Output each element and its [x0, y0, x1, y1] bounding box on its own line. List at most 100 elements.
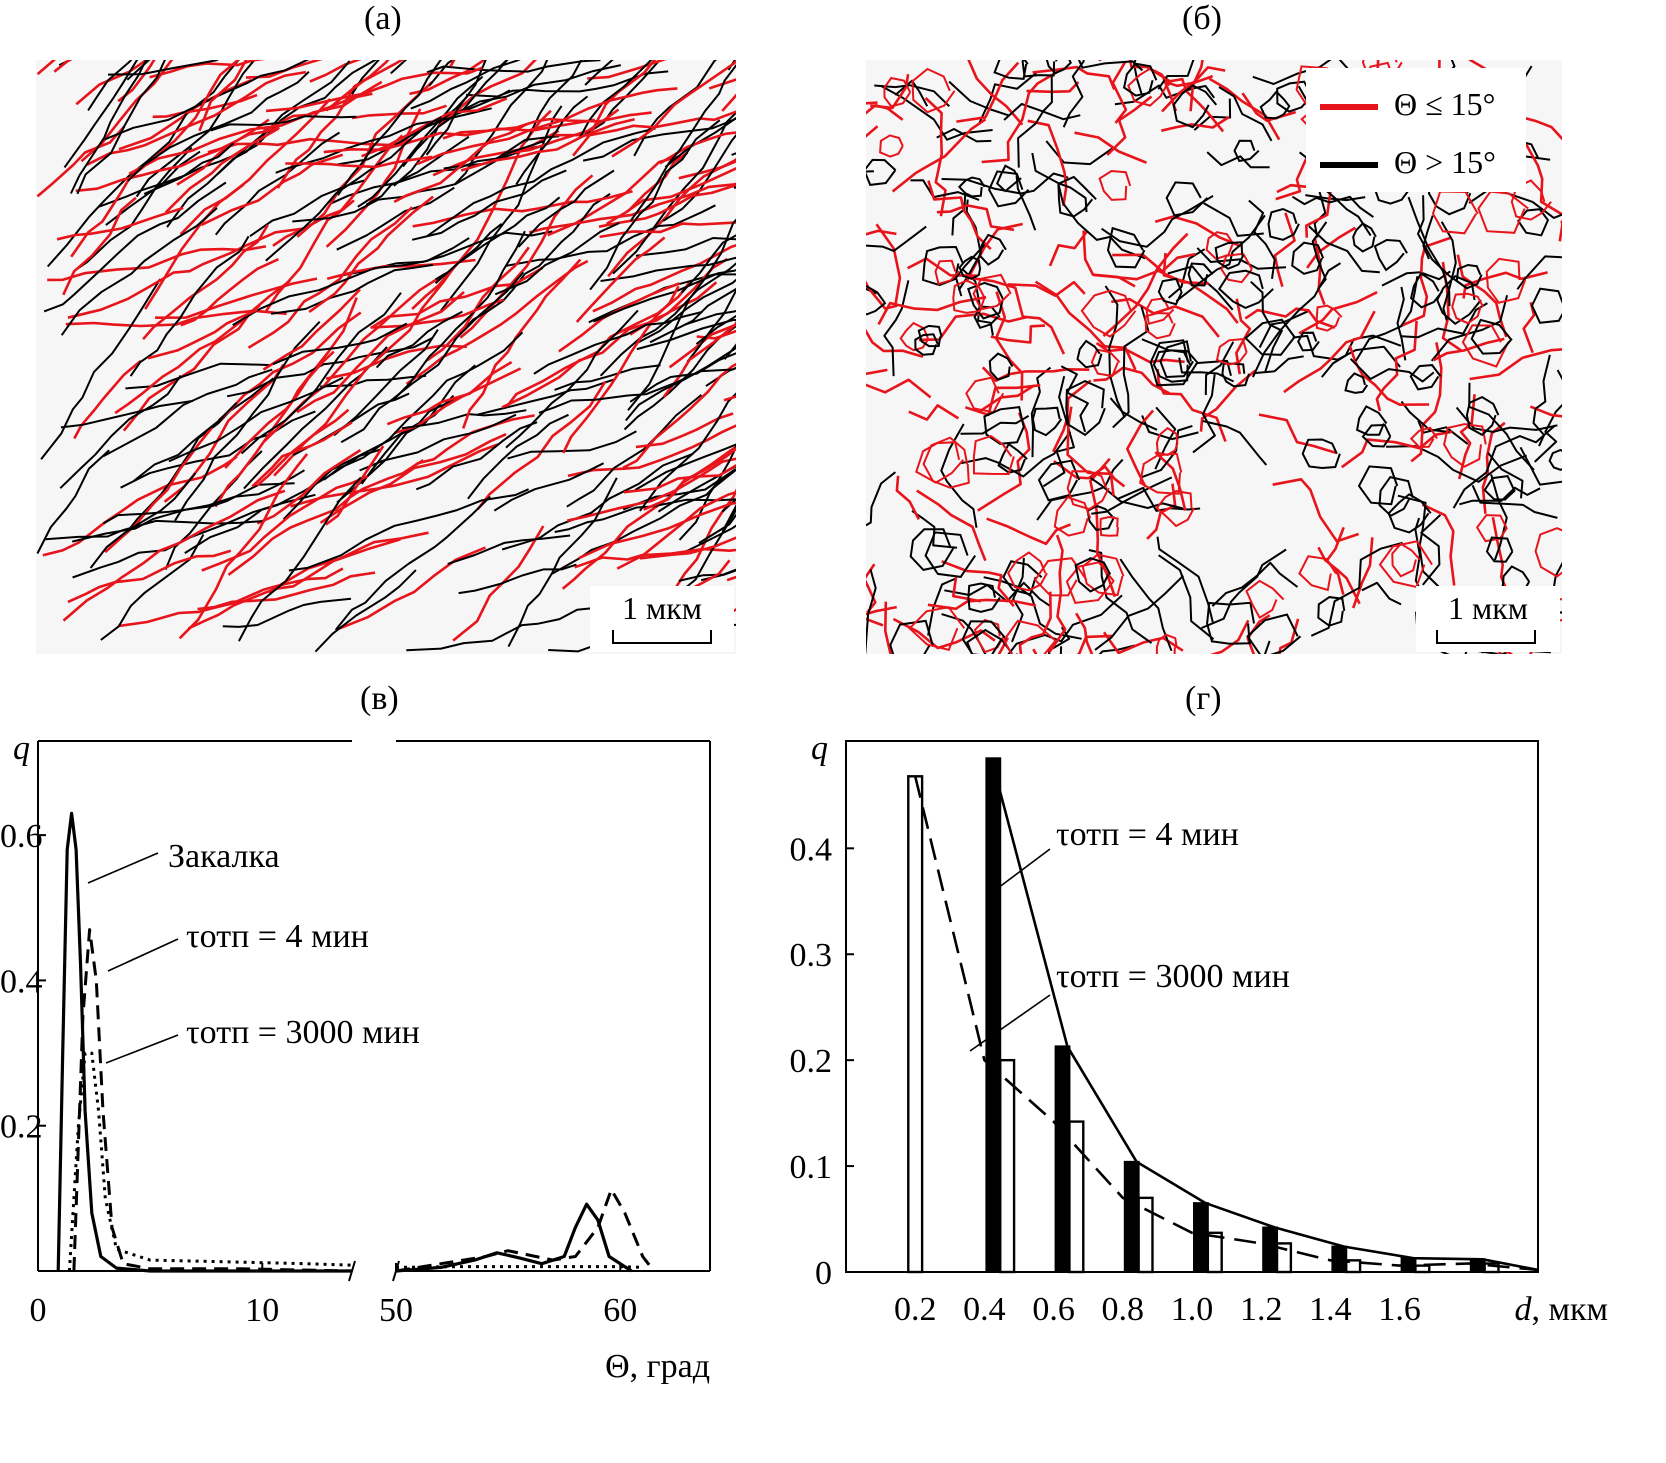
high-angle-boundary: [288, 488, 530, 572]
series-line: [67, 1051, 353, 1272]
high-angle-boundary: [1017, 74, 1053, 168]
x-axis-label: Θ, град: [605, 1348, 710, 1385]
low-angle-boundary: [438, 60, 538, 127]
low-angle-boundary: [977, 384, 1035, 414]
high-angle-boundary: [46, 60, 240, 268]
high-angle-boundary: [686, 288, 736, 363]
legend-swatch-low: [1320, 104, 1378, 110]
low-angle-boundary: [908, 404, 960, 421]
x-tick-label: 0: [30, 1292, 47, 1329]
low-angle-boundary: [643, 447, 736, 511]
low-angle-boundary: [924, 97, 947, 217]
low-angle-boundary: [227, 459, 425, 576]
high-angle-boundary: [1091, 476, 1173, 515]
low-angle-boundary: [452, 525, 545, 642]
scale-bar-b: 1 мкм: [1416, 586, 1560, 652]
high-angle-boundary: [866, 170, 874, 173]
low-angle-grain: [1220, 252, 1253, 284]
micrograph-a-boundaries: [36, 60, 736, 653]
low-angle-boundary: [1146, 483, 1177, 540]
high-angle-boundary: [1263, 640, 1271, 654]
low-angle-grain: [1090, 348, 1121, 378]
low-angle-boundary: [1093, 269, 1209, 285]
bar-3000min: [1137, 1196, 1154, 1274]
low-angle-boundary: [578, 501, 736, 560]
high-angle-boundary: [1440, 221, 1457, 321]
high-angle-boundary: [222, 597, 352, 628]
low-angle-boundary: [875, 223, 902, 304]
high-angle-boundary: [411, 169, 567, 241]
low-angle-grain: [915, 441, 965, 484]
legend-label-low: Θ ≤ 15°: [1394, 86, 1496, 122]
low-angle-boundary: [696, 329, 736, 340]
high-angle-boundary: [1196, 247, 1287, 270]
low-angle-grain: [1080, 289, 1137, 338]
x-tick-label: 0.4: [963, 1291, 1006, 1328]
low-angle-boundary: [1199, 369, 1257, 432]
low-angle-boundary: [178, 453, 309, 640]
high-angle-grain: [1301, 438, 1341, 470]
high-angle-grain: [1409, 271, 1444, 309]
panel-label-d: (г): [1185, 680, 1222, 717]
x-tick-label: 50: [379, 1292, 413, 1329]
low-angle-grain: [1443, 423, 1487, 468]
high-angle-boundary: [880, 84, 993, 141]
low-angle-boundary: [285, 155, 433, 169]
high-angle-boundary: [1396, 286, 1407, 361]
high-angle-boundary: [951, 194, 967, 236]
scale-bar-a-line: [612, 630, 712, 644]
low-angle-boundary: [65, 309, 287, 328]
low-angle-boundary: [149, 60, 265, 79]
high-angle-grain: [1074, 557, 1112, 593]
high-angle-boundary: [1401, 302, 1488, 339]
high-angle-boundary: [927, 577, 957, 636]
low-angle-grain: [1534, 527, 1562, 578]
high-angle-boundary: [584, 60, 614, 86]
high-angle-boundary: [426, 127, 656, 238]
x-tick-label: 0.8: [1102, 1291, 1145, 1328]
high-angle-boundary: [599, 262, 736, 377]
high-angle-boundary: [678, 568, 736, 582]
y-tick-label: 0.3: [790, 937, 833, 974]
high-angle-boundary: [1090, 477, 1183, 510]
low-angle-boundary: [426, 246, 530, 362]
low-angle-boundary: [623, 464, 736, 494]
high-angle-boundary: [365, 135, 470, 206]
high-angle-boundary: [579, 60, 653, 138]
x-tick-label: 1.6: [1378, 1291, 1421, 1328]
low-angle-boundary: [460, 117, 635, 172]
high-angle-boundary: [73, 146, 193, 272]
low-angle-grain: [972, 273, 1012, 311]
low-angle-boundary: [956, 61, 1020, 123]
high-angle-boundary: [1011, 557, 1025, 643]
bar-3000min: [999, 1058, 1016, 1274]
low-angle-boundary: [1154, 451, 1187, 511]
high-angle-boundary: [76, 60, 166, 195]
high-angle-boundary: [1420, 514, 1442, 586]
high-angle-boundary: [1490, 474, 1508, 561]
low-angle-grain: [1298, 555, 1337, 592]
high-angle-boundary: [1354, 276, 1419, 362]
high-angle-grain: [1436, 275, 1482, 326]
high-angle-boundary: [1258, 309, 1310, 348]
low-angle-boundary: [201, 475, 369, 572]
high-angle-boundary: [63, 60, 139, 168]
low-angle-boundary: [567, 424, 736, 478]
high-angle-boundary: [334, 495, 491, 631]
low-angle-boundary: [1156, 368, 1227, 442]
high-angle-boundary: [634, 278, 736, 345]
high-angle-boundary: [911, 510, 958, 549]
low-angle-boundary: [952, 577, 982, 603]
high-angle-boundary: [1361, 581, 1402, 606]
low-angle-boundary: [1351, 537, 1374, 609]
high-angle-boundary: [1094, 574, 1185, 651]
low-angle-boundary: [1246, 614, 1271, 654]
high-angle-boundary: [507, 477, 618, 648]
low-angle-boundary: [566, 457, 736, 522]
low-angle-boundary: [262, 288, 361, 371]
high-angle-boundary: [940, 423, 978, 528]
low-angle-grain: [1066, 470, 1110, 511]
high-angle-boundary: [1291, 195, 1374, 218]
low-angle-boundary: [1529, 405, 1562, 418]
high-angle-boundary: [133, 402, 238, 482]
